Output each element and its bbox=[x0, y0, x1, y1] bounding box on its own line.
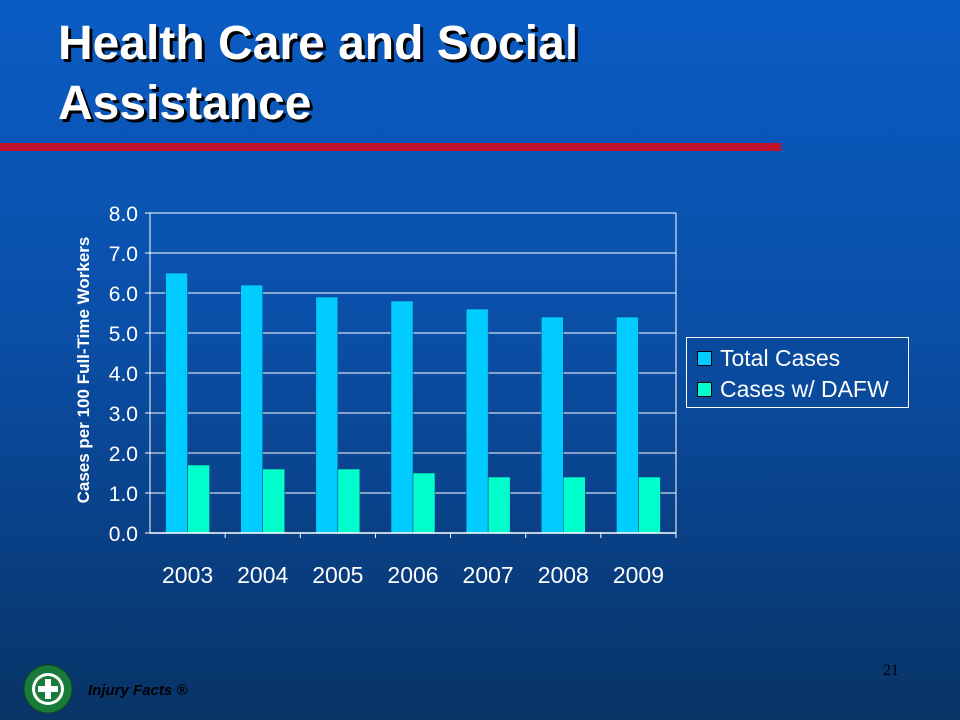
y-tick-label: 0.0 bbox=[109, 523, 138, 546]
bar-total-cases bbox=[315, 296, 339, 534]
y-tick-label: 2.0 bbox=[109, 443, 138, 466]
page-title: Health Care and Social Assistance bbox=[58, 17, 579, 130]
bar-cases-dafw bbox=[337, 468, 361, 534]
bar-cases-dafw bbox=[262, 468, 285, 534]
bar-total-cases bbox=[616, 316, 639, 534]
x-tick-label: 2005 bbox=[312, 562, 363, 588]
chart-legend: Total Cases Cases w/ DAFW bbox=[686, 337, 909, 408]
x-tick-label: 2003 bbox=[162, 562, 213, 588]
bar-cases-dafw bbox=[563, 476, 586, 534]
title-underline bbox=[0, 143, 781, 151]
y-axis-label: Cases per 100 Full-Time Workers bbox=[74, 237, 93, 504]
bar-total-cases bbox=[465, 308, 489, 534]
bar-cases-dafw bbox=[487, 476, 511, 534]
y-tick-label: 8.0 bbox=[109, 203, 138, 226]
bar-total-cases bbox=[240, 284, 263, 534]
legend-label-total-cases: Total Cases bbox=[720, 344, 841, 371]
legend-swatch-total-cases bbox=[697, 350, 712, 366]
footer-label: Injury Facts ® bbox=[88, 682, 188, 699]
x-tick-label: 2006 bbox=[387, 562, 438, 588]
y-tick-label: 4.0 bbox=[109, 363, 138, 386]
page-number: 21 bbox=[883, 662, 899, 679]
y-tick-label: 6.0 bbox=[109, 283, 138, 306]
x-tick-label: 2009 bbox=[613, 562, 664, 588]
bar-cases-dafw bbox=[638, 476, 661, 534]
y-tick-label: 3.0 bbox=[109, 403, 138, 426]
x-tick-label: 2008 bbox=[538, 562, 589, 588]
y-tick-label: 1.0 bbox=[109, 483, 138, 506]
bar-total-cases bbox=[165, 272, 188, 534]
bar-total-cases bbox=[541, 316, 564, 534]
x-tick-label: 2007 bbox=[463, 562, 514, 588]
bar-total-cases bbox=[390, 300, 414, 534]
legend-item-cases-dafw: Cases w/ DAFW bbox=[697, 374, 889, 404]
y-tick-label: 7.0 bbox=[109, 243, 138, 266]
bar-cases-dafw bbox=[187, 464, 210, 534]
x-tick-label: 2004 bbox=[237, 562, 288, 588]
legend-swatch-cases-dafw bbox=[697, 381, 712, 397]
nsc-logo-icon bbox=[23, 664, 73, 714]
y-tick-label: 5.0 bbox=[109, 323, 138, 346]
legend-label-cases-dafw: Cases w/ DAFW bbox=[720, 375, 889, 402]
legend-item-total-cases: Total Cases bbox=[697, 343, 840, 373]
bar-cases-dafw bbox=[412, 472, 436, 534]
